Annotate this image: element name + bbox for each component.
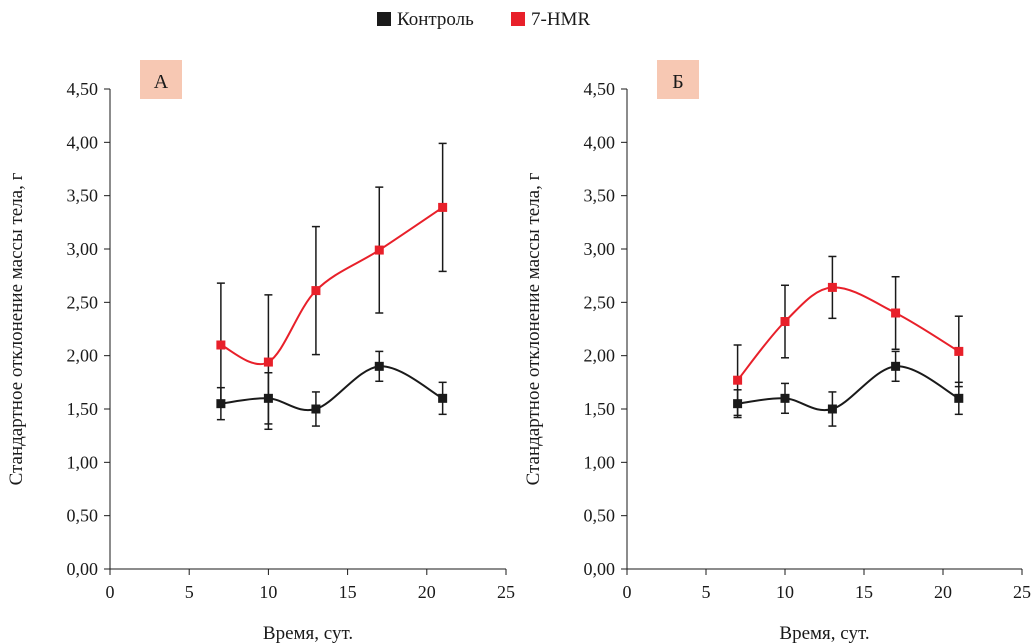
legend-label-7hmr: 7-HMR bbox=[531, 9, 590, 30]
chart-1-y-axis-label: Стандартное отклонение массы тела, г bbox=[6, 172, 27, 485]
chart-1-data-point-7hmr bbox=[263, 357, 273, 367]
chart-2-series-line-7hmr bbox=[736, 286, 960, 381]
chart-2-y-tick-label: 1,50 bbox=[584, 399, 616, 419]
chart-2-data-point-7hmr bbox=[827, 282, 837, 292]
chart-2-x-tick-label: 25 bbox=[1013, 582, 1031, 602]
chart-1-data-point-control bbox=[374, 361, 384, 371]
chart-2-data-point-control bbox=[827, 404, 837, 414]
chart-1-x-tick-label: 15 bbox=[339, 582, 357, 602]
chart-2-data-point-7hmr bbox=[891, 308, 901, 318]
chart-1-data-point-7hmr bbox=[374, 245, 384, 255]
chart-1-y-tick-label: 0,00 bbox=[67, 559, 99, 579]
chart-2-y-tick-label: 1,00 bbox=[584, 452, 616, 472]
chart-2-data-point-control bbox=[954, 393, 964, 403]
chart-2-data-point-7hmr bbox=[954, 346, 964, 356]
chart-panel-b: Б 0,00 0,50 1,00 1,50 2,00 2,50 3,00 3,50 4,00 4,5… bbox=[523, 60, 1031, 643]
chart-2-x-axis-label: Время, сут. bbox=[779, 623, 869, 643]
chart-2-data-point-7hmr bbox=[780, 317, 790, 327]
chart-2-x-tick-label: 10 bbox=[776, 582, 794, 602]
chart-2-y-tick-label: 0,50 bbox=[584, 506, 616, 526]
chart-2-series-line-control bbox=[737, 365, 960, 412]
chart-1-data-point-7hmr bbox=[438, 202, 448, 212]
chart-1-panel-badge bbox=[140, 60, 182, 99]
chart-1-series-line-7hmr bbox=[220, 206, 444, 366]
chart-2-data-point-7hmr bbox=[733, 375, 743, 385]
chart-2-y-tick-label: 4,00 bbox=[584, 132, 616, 152]
chart-1-y-tick-label: 1,50 bbox=[67, 399, 99, 419]
chart-1-x-tick-label: 25 bbox=[497, 582, 515, 602]
chart-1-x-axis-label: Время, сут. bbox=[263, 623, 353, 643]
chart-1-y-tick-label: 4,00 bbox=[67, 132, 99, 152]
chart-2-data-point-control bbox=[780, 393, 790, 403]
chart-1-panel-label: А bbox=[154, 71, 169, 93]
chart-2-y-tick-label: 0,00 bbox=[584, 559, 616, 579]
chart-2-y-tick-label: 2,50 bbox=[584, 292, 616, 312]
chart-1-data-point-control bbox=[438, 393, 448, 403]
chart-1-y-tick-label: 2,50 bbox=[67, 292, 99, 312]
chart-1-y-tick-label: 2,00 bbox=[67, 346, 99, 366]
chart-legend: Контроль 7-HMR bbox=[377, 9, 590, 30]
chart-1-y-tick-label: 1,00 bbox=[67, 452, 99, 472]
chart-1-y-tick-label: 0,50 bbox=[67, 506, 99, 526]
legend-label-control: Контроль bbox=[397, 9, 474, 30]
chart-1-x-tick-label: 20 bbox=[418, 582, 436, 602]
chart-2-y-tick-label: 4,50 bbox=[584, 79, 616, 99]
chart-1-data-point-7hmr bbox=[216, 340, 226, 350]
chart-panel-a: А 0,00 0,50 1,00 1,50 2,00 2,50 3,00 3,50 4,00 4,5… bbox=[6, 60, 515, 643]
chart-1-data-point-control bbox=[311, 404, 321, 414]
chart-2-panel-badge bbox=[657, 60, 699, 99]
chart-1-data-point-7hmr bbox=[311, 286, 321, 296]
chart-1-y-tick-label: 3,50 bbox=[67, 186, 99, 206]
chart-2-y-tick-label: 3,00 bbox=[584, 239, 616, 259]
chart-2-x-tick-label: 5 bbox=[702, 582, 711, 602]
chart-2-y-tick-label: 2,00 bbox=[584, 346, 616, 366]
chart-2-y-axis-label: Стандартное отклонение массы тела, г bbox=[523, 172, 544, 485]
chart-1-x-tick-label: 5 bbox=[185, 582, 194, 602]
chart-2-x-tick-label: 0 bbox=[623, 582, 632, 602]
chart-1-x-tick-label: 0 bbox=[106, 582, 115, 602]
chart-2-panel-label: Б bbox=[672, 71, 683, 93]
chart-2-data-point-control bbox=[891, 361, 901, 371]
chart-1-y-tick-label: 3,00 bbox=[67, 239, 99, 259]
chart-1-x-tick-label: 10 bbox=[259, 582, 277, 602]
chart-2-x-tick-label: 20 bbox=[934, 582, 952, 602]
chart-2-y-tick-label: 3,50 bbox=[584, 186, 616, 206]
legend-swatch-control bbox=[377, 12, 391, 26]
legend-swatch-7hmr bbox=[511, 12, 525, 26]
chart-1-series-line-control bbox=[220, 365, 444, 412]
chart-1-y-tick-label: 4,50 bbox=[67, 79, 99, 99]
chart-2-x-tick-label: 15 bbox=[855, 582, 873, 602]
